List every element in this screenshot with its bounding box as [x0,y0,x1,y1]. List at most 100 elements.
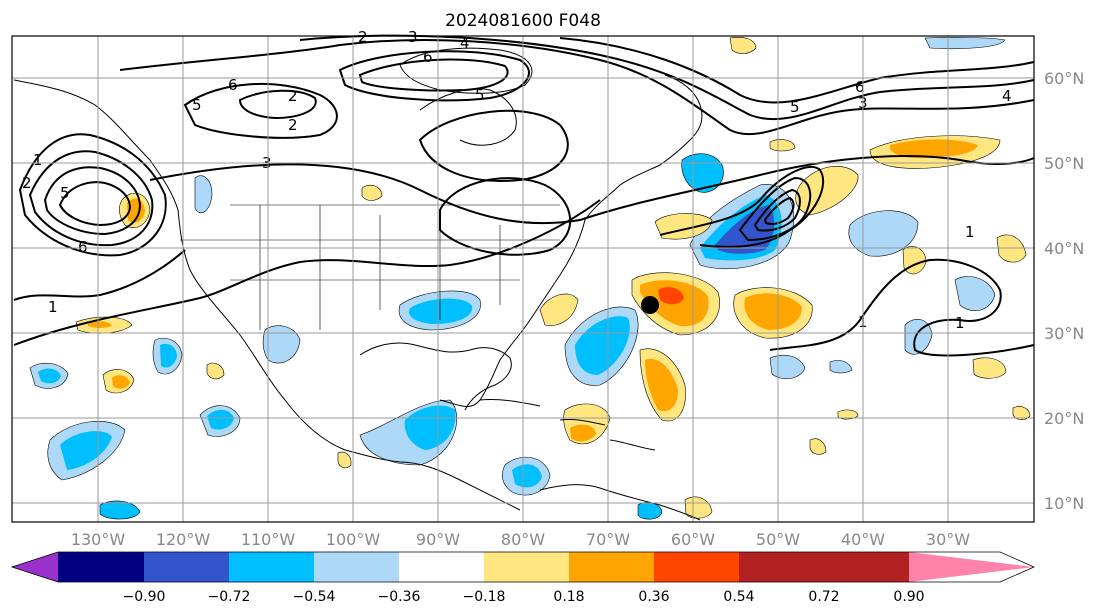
positive-anomaly-region [972,357,1007,379]
negative-anomaly-region [637,502,663,520]
colorbar-tick-label: 0.54 [723,589,754,605]
map-title: 2024081600 F048 [445,11,601,31]
lon-label: 90°W [416,530,460,549]
lat-label: 10°N [1044,494,1084,513]
contour-line [28,150,154,247]
negative-anomaly-region [408,298,473,324]
negative-anomaly-region [904,318,933,355]
positive-anomaly-region [996,234,1027,263]
positive-anomaly-region [570,424,596,442]
contour-label: 1 [965,223,975,241]
positive-anomaly-region [645,358,678,412]
colorbar-outline [10,551,1035,583]
contour-line [183,82,338,139]
negative-anomaly-region [404,405,456,450]
graticule [12,36,1034,522]
storm-position-marker [641,296,659,314]
negative-anomaly-region [99,500,141,520]
negative-anomaly-region [262,325,301,364]
lon-label: 70°W [586,530,630,549]
contour-line [43,166,142,236]
contour-label: 1 [48,298,58,316]
contour-label: 5 [790,98,800,116]
positive-anomaly-region [206,362,225,380]
hudson-bay-coastline [419,88,517,146]
caribbean-islands [479,399,656,451]
colorbar-segment [484,552,569,582]
gulf-coastline [359,342,512,411]
contour-line [559,37,1035,104]
positive-anomaly-region [809,438,827,455]
lon-label: 120°W [156,530,211,549]
lon-label: 40°W [841,530,885,549]
negative-anomaly-region [575,316,630,375]
negative-anomaly-region [924,37,1006,50]
lat-label: 30°N [1044,324,1084,343]
lon-label: 130°W [71,530,126,549]
contour-line [338,50,530,102]
positive-anomaly-region [889,139,978,158]
colorbar-tick-label: 0.72 [808,589,839,605]
negative-anomaly-region [848,210,919,257]
negative-anomaly-region [38,368,61,384]
negative-anomaly-region [194,175,213,214]
colorbar-segment [654,552,739,582]
contour-label: 2 [288,87,298,105]
negative-anomaly-region [160,343,177,368]
contour-label: 1 [955,314,965,332]
contour-line [238,89,317,120]
contour-label: 6 [78,238,88,256]
contour-line [753,188,801,232]
contour-line [358,58,509,92]
colorbar-segment [824,552,909,582]
coastlines [13,47,703,521]
positive-anomaly-region [337,451,352,469]
north-america-coastline [13,74,703,511]
colorbar-segment [314,552,399,582]
contour-label: 2 [22,174,32,192]
contour-label: 1 [33,151,43,169]
negative-anomaly-region [60,431,112,470]
lon-label: 80°W [501,530,545,549]
contour-label: 6 [228,76,238,94]
colorbar-tick-label: 0.18 [553,589,584,605]
lat-label: 50°N [1044,154,1084,173]
colorbar-tick-label: −0.54 [293,589,336,605]
positive-anomaly-region [658,287,684,305]
colorbar-tick-label: −0.18 [463,589,506,605]
positive-anomaly-region [1012,406,1031,420]
lon-label: 50°W [756,530,800,549]
contour-label: 6 [855,78,865,96]
negative-anomaly-region [512,464,542,488]
lon-label: 110°W [241,530,296,549]
lon-label: 100°W [326,530,381,549]
shading-layer [29,37,1031,520]
contour-label: 5 [192,96,202,114]
colorbar-segment [399,552,484,582]
contour-line [299,34,1035,121]
positive-anomaly-region [88,321,112,328]
contour-label: 2 [288,116,298,134]
positive-anomaly-region [539,293,579,326]
colorbar-extend-left [12,552,58,582]
contour-line [18,133,167,257]
contour-line [659,165,825,248]
contour-label: 6 [423,48,433,66]
negative-anomaly-region [207,409,234,430]
negative-anomaly-region [954,276,996,312]
colorbar-segment [569,552,654,582]
contour-line [119,39,1035,136]
positive-anomaly-region [684,496,713,519]
south-america-coastline [539,484,701,521]
contour-line [13,199,601,346]
map-frame [11,35,1035,523]
colorbar-segment [58,552,144,582]
colorbar-segment [739,552,824,582]
positive-anomaly-region [769,139,796,152]
lat-label: 20°N [1044,409,1084,428]
contour-line [58,181,132,227]
colorbar-tick-label: 0.36 [638,589,669,605]
colorbar-extend-right [909,552,1034,582]
positive-anomaly-region [744,293,802,330]
positive-anomaly-region [361,184,383,201]
